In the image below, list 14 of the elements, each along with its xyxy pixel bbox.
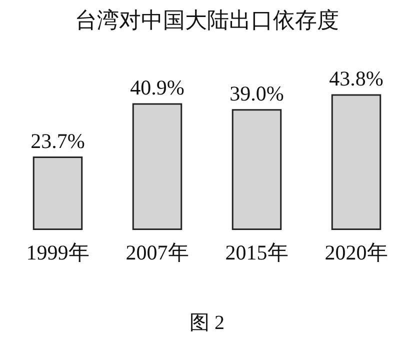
data-label: 23.7%	[30, 129, 85, 154]
x-tick-label: 1999年	[26, 240, 90, 264]
bar	[331, 94, 382, 230]
data-label: 39.0%	[230, 82, 284, 106]
x-tick-label: 2020年	[324, 240, 388, 264]
bar	[32, 156, 83, 230]
bar	[132, 103, 182, 230]
x-tick-label: 2007年	[126, 240, 189, 264]
caption: 图 2	[190, 312, 224, 334]
data-label: 40.9%	[130, 76, 184, 100]
x-tick-label: 2015年	[225, 240, 288, 264]
data-label: 43.8%	[329, 66, 384, 91]
bar	[232, 109, 282, 230]
chart-title: 台湾对中国大陆出口依存度	[75, 8, 339, 32]
